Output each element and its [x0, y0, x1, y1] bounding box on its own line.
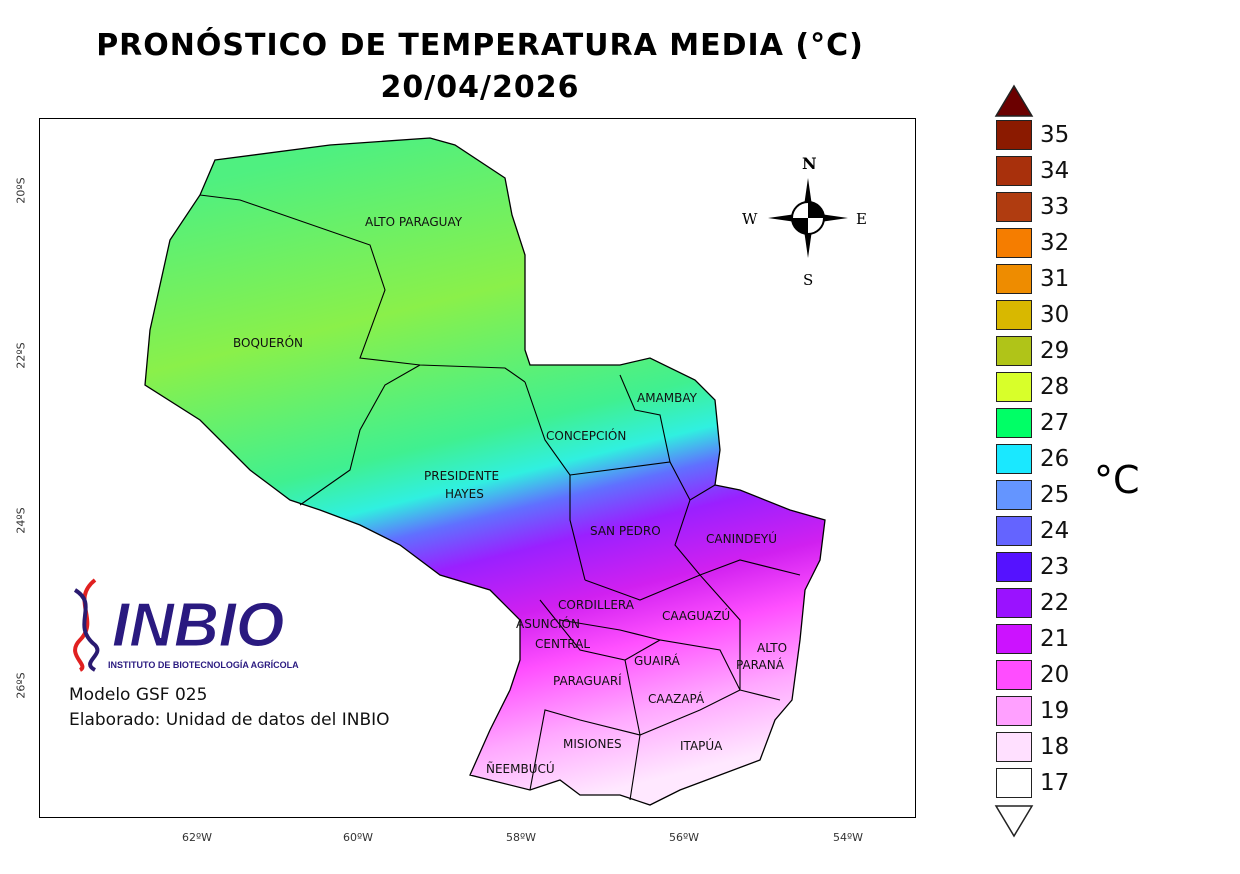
dept-hayes: HAYES [445, 487, 484, 501]
legend-over-arrow [994, 84, 1034, 117]
dna-helix-icon [73, 578, 100, 672]
legend-value: 32 [1040, 230, 1070, 256]
legend-value: 18 [1040, 734, 1070, 760]
dept-asuncion: ASUNCIÓN [516, 617, 580, 631]
model-label: Modelo GSF 025 [69, 685, 208, 705]
legend-value: 29 [1040, 338, 1070, 364]
legend-swatch [996, 300, 1032, 330]
legend-swatch [996, 228, 1032, 258]
legend-swatch [996, 624, 1032, 654]
compass-n: N [802, 154, 817, 173]
legend-swatch [996, 732, 1032, 762]
legend-value: 33 [1040, 194, 1070, 220]
credit-label: Elaborado: Unidad de datos del INBIO [69, 710, 390, 730]
department-borders [199, 194, 801, 801]
lat-label-24s: 24ºS [14, 507, 28, 534]
dept-itapua: ITAPÚA [680, 739, 723, 753]
legend-value: 31 [1040, 266, 1070, 292]
legend-unit: °C [1094, 458, 1140, 502]
dept-misiones: MISIONES [563, 737, 622, 751]
inbio-logo-subtitle: INSTITUTO DE BIOTECNOLOGÍA AGRÍCOLA [108, 660, 299, 670]
compass-e: E [856, 210, 867, 228]
legend-swatch [996, 120, 1032, 150]
dept-caaguazu: CAAGUAZÚ [662, 609, 731, 623]
dept-san-pedro: SAN PEDRO [590, 524, 661, 538]
legend-value: 25 [1040, 482, 1070, 508]
legend-swatch [996, 480, 1032, 510]
legend-value: 17 [1040, 770, 1070, 796]
dept-cordillera: CORDILLERA [558, 598, 634, 612]
legend-swatch [996, 192, 1032, 222]
legend-swatch [996, 264, 1032, 294]
legend-swatch [996, 408, 1032, 438]
legend-swatch [996, 444, 1032, 474]
map-date: 20/04/2026 [380, 70, 580, 105]
dept-parana: PARANÁ [736, 658, 784, 672]
legend-value: 35 [1040, 122, 1070, 148]
legend-value: 22 [1040, 590, 1070, 616]
legend-value: 28 [1040, 374, 1070, 400]
dept-presidente: PRESIDENTE [424, 469, 500, 483]
legend-swatch [996, 372, 1032, 402]
dept-boqueron: BOQUERÓN [233, 336, 304, 350]
lon-label-60w: 60ºW [342, 831, 374, 844]
legend-value: 30 [1040, 302, 1070, 328]
inbio-logo: INBIO [111, 591, 285, 660]
map-title: PRONÓSTICO DE TEMPERATURA MEDIA (°C) [96, 28, 864, 63]
dept-canindeyu: CANINDEYÚ [706, 532, 778, 546]
temperature-map [144, 137, 826, 806]
legend-swatch [996, 696, 1032, 726]
legend-swatch [996, 516, 1032, 546]
lon-label-56w: 56ºW [668, 831, 700, 844]
lat-label-22s: 22ºS [14, 342, 28, 369]
compass-w: W [742, 210, 758, 228]
legend-value: 27 [1040, 410, 1070, 436]
dept-neembucu: ÑEEMBUCÚ [486, 762, 555, 776]
legend-swatch [996, 552, 1032, 582]
dept-guaira: GUAIRÁ [634, 654, 680, 668]
legend-swatch [996, 156, 1032, 186]
legend-value: 23 [1040, 554, 1070, 580]
dept-central: CENTRAL [535, 637, 591, 651]
dept-concepcion: CONCEPCIÓN [546, 429, 627, 443]
legend-value: 26 [1040, 446, 1070, 472]
legend-swatch [996, 336, 1032, 366]
dept-paraguari: PARAGUARÍ [553, 674, 622, 688]
compass-rose [768, 178, 848, 258]
legend-swatch [996, 768, 1032, 798]
lat-label-20s: 20ºS [14, 177, 28, 204]
dept-caazapa: CAAZAPÁ [648, 692, 705, 706]
legend-swatch [996, 660, 1032, 690]
lon-label-54w: 54ºW [832, 831, 864, 844]
legend-value: 24 [1040, 518, 1070, 544]
legend-under-arrow [994, 805, 1034, 838]
compass-s: S [803, 271, 814, 289]
dept-alto: ALTO [757, 641, 788, 655]
lon-label-58w: 58ºW [505, 831, 537, 844]
legend-value: 34 [1040, 158, 1070, 184]
lon-label-62w: 62ºW [181, 831, 213, 844]
dept-alto-paraguay: ALTO PARAGUAY [365, 215, 463, 229]
map-frame [39, 118, 916, 818]
lat-label-26s: 26ºS [14, 672, 28, 699]
legend-value: 20 [1040, 662, 1070, 688]
dept-amambay: AMAMBAY [637, 391, 697, 405]
legend-value: 19 [1040, 698, 1070, 724]
legend-value: 21 [1040, 626, 1070, 652]
legend-swatch [996, 588, 1032, 618]
